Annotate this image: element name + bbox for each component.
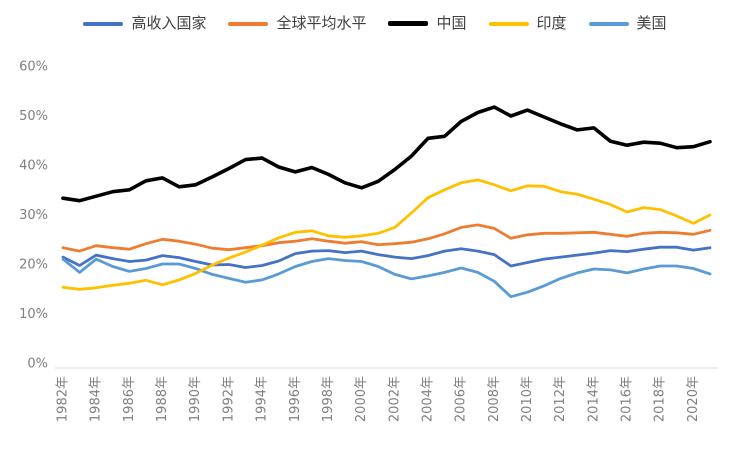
legend-label: 印度 bbox=[536, 14, 567, 32]
y-axis-tick-label: 40% bbox=[19, 159, 48, 174]
x-axis-tick-label: 1984年 bbox=[89, 376, 104, 422]
series-line-高收入国家 bbox=[61, 245, 712, 269]
legend-line-swatch bbox=[388, 21, 429, 26]
x-axis-tick-label: 2016年 bbox=[620, 376, 635, 422]
legend-label: 中国 bbox=[436, 14, 467, 32]
x-axis-tick-label: 1988年 bbox=[155, 376, 170, 422]
x-axis-tick-label: 2010年 bbox=[520, 376, 535, 422]
legend-item-china: 中国 bbox=[388, 14, 467, 32]
x-axis-tick-label: 1998年 bbox=[321, 376, 336, 422]
x-axis-tick-label: 2008年 bbox=[487, 376, 502, 422]
y-axis-tick-label: 10% bbox=[19, 307, 48, 322]
x-axis-tick-label: 2004年 bbox=[420, 376, 435, 422]
y-axis-tick-label: 30% bbox=[19, 208, 48, 223]
legend-item-high-income: 高收入国家 bbox=[83, 16, 206, 31]
series-line-印度 bbox=[61, 178, 712, 291]
legend-label: 全球平均水平 bbox=[276, 14, 367, 32]
y-axis-tick-label: 50% bbox=[19, 109, 48, 124]
x-axis-tick-label: 1990年 bbox=[188, 376, 203, 422]
chart-legend: 高收入国家 全球平均水平 中国 印度 美国 bbox=[0, 16, 750, 31]
x-axis-tick-label: 2002年 bbox=[387, 376, 402, 422]
legend-line-swatch bbox=[228, 21, 269, 26]
x-axis-tick-label: 1992年 bbox=[221, 376, 236, 422]
series-line-全球平均水平 bbox=[61, 223, 712, 253]
legend-item-world-average: 全球平均水平 bbox=[228, 16, 366, 31]
x-axis-tick-label: 2018年 bbox=[653, 376, 668, 422]
legend-label: 高收入国家 bbox=[131, 14, 207, 32]
legend-line-swatch bbox=[588, 21, 629, 26]
x-axis-tick-label: 1982年 bbox=[56, 376, 71, 422]
x-axis-tick-label: 2012年 bbox=[553, 376, 568, 422]
legend-label: 美国 bbox=[636, 14, 667, 32]
x-axis-tick-label: 2006年 bbox=[454, 376, 469, 422]
x-axis-tick-label: 2020年 bbox=[686, 376, 701, 422]
legend-line-swatch bbox=[83, 21, 124, 26]
y-axis-tick-label: 0% bbox=[27, 357, 48, 372]
x-axis-tick-label: 2014年 bbox=[586, 376, 601, 422]
series-line-中国 bbox=[61, 105, 712, 203]
x-axis-tick-label: 1986年 bbox=[122, 376, 137, 422]
y-axis-tick-label: 60% bbox=[19, 60, 48, 75]
series-line-美国 bbox=[61, 257, 712, 299]
x-axis-tick-label: 1996年 bbox=[288, 376, 303, 422]
y-axis-tick-label: 20% bbox=[19, 258, 48, 273]
legend-item-usa: 美国 bbox=[588, 14, 667, 32]
x-axis-tick-label: 1994年 bbox=[255, 376, 270, 422]
legend-line-swatch bbox=[488, 21, 529, 26]
legend-item-india: 印度 bbox=[488, 14, 567, 32]
x-axis-tick-label: 2000年 bbox=[354, 376, 369, 422]
